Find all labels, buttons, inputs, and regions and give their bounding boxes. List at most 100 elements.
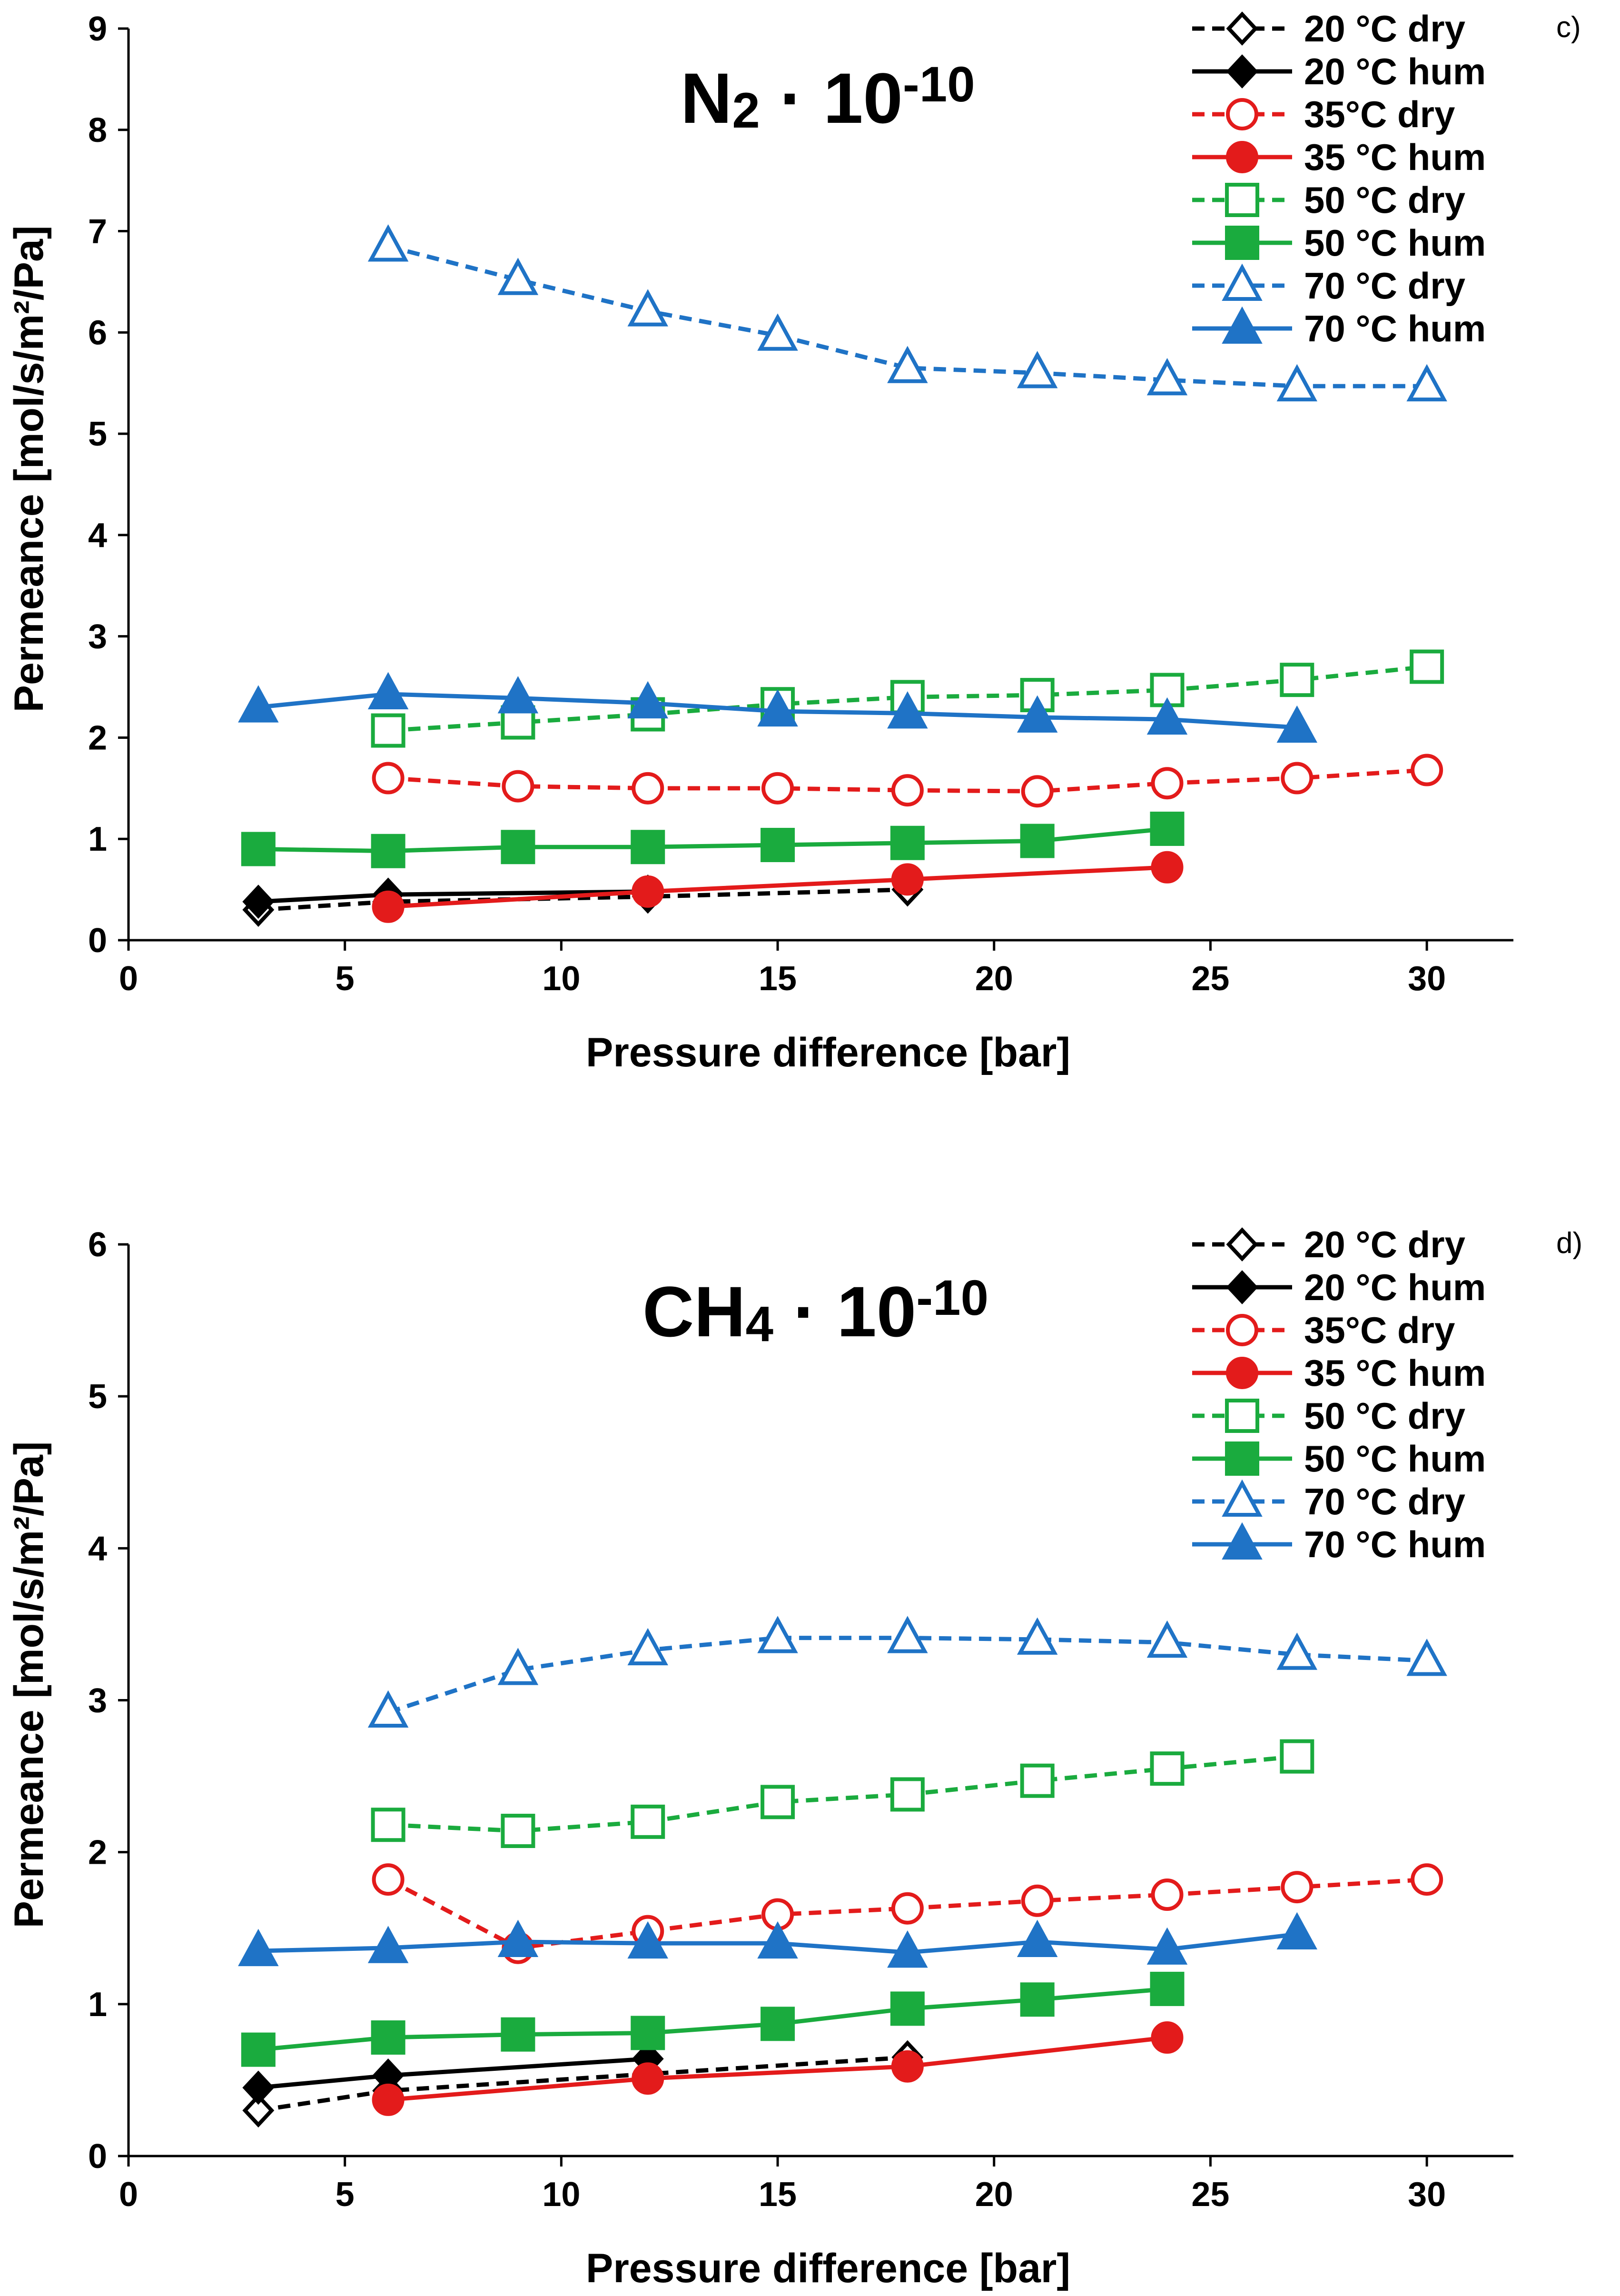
legend-item: 50 °C hum [1192,222,1486,264]
data-point [627,681,668,719]
data-point [1146,1927,1188,1965]
legend-item: 70 °C hum [1192,306,1486,349]
data-point [238,1928,279,1967]
data-point [367,1690,409,1728]
data-point [887,1930,928,1968]
legend-label: 20 °C hum [1304,50,1486,92]
data-point [502,770,534,803]
data-point [1276,364,1318,402]
legend-item: 20 °C dry [1192,8,1465,50]
data-point [1146,358,1188,396]
y-tick-label: 7 [88,213,107,251]
data-point [1017,351,1058,388]
data-point [1021,775,1054,808]
data-point [1276,705,1318,743]
series-50-c-dry [371,1739,1314,1848]
x-tick-label: 5 [336,960,355,998]
legend-label: 70 °C hum [1304,1523,1486,1565]
y-tick-label: 6 [88,314,107,352]
chart-title: CH4 · 10-10 [642,1270,988,1352]
legend-label: 35 °C hum [1304,136,1486,178]
data-point [757,1921,798,1959]
data-point [367,224,409,262]
panel-label: d) [1556,1227,1582,1260]
legend-item: 35 °C hum [1192,1352,1486,1394]
data-point [757,689,798,727]
legend-swatch-marker [1225,226,1259,260]
data-point [627,1628,668,1666]
data-point [372,890,405,923]
data-point [238,685,279,723]
data-point [890,1777,925,1812]
data-point [761,2007,795,2041]
data-point [1017,1919,1058,1957]
data-point [497,1919,539,1957]
series-line [388,768,1427,794]
legend-label: 35°C dry [1304,1309,1455,1351]
data-point [631,2016,665,2050]
data-point [242,2093,275,2128]
x-tick-label: 25 [1191,2176,1229,2214]
data-point [627,289,668,327]
legend-label: 20 °C dry [1304,1223,1465,1265]
series-50-c-hum [241,1971,1185,2067]
legend-item: 20 °C hum [1192,1266,1486,1308]
legend-swatch-marker [1225,1441,1259,1476]
data-point [242,2070,275,2105]
x-tick-label: 15 [759,960,797,998]
data-point [371,2020,405,2055]
series-70-c-dry [367,224,1447,402]
data-point [1020,1763,1055,1798]
data-point [631,830,665,865]
legend-swatch-marker [1222,263,1263,301]
data-point [1150,1971,1185,2006]
data-point [372,1863,405,1896]
y-tick-label: 2 [88,1834,107,1872]
x-tick-label: 20 [975,960,1013,998]
data-point [1280,663,1314,697]
data-point [371,713,405,748]
data-point [632,875,664,908]
chart-panel-d: d) CH4 · 10-10 Pressure difference [bar]… [0,1147,1620,2294]
data-point [1406,1639,1447,1676]
legend-swatch-marker [1226,1314,1258,1346]
chart-c: c) N2 · 10-10 Pressure difference [bar] … [6,8,1581,1075]
x-tick-label: 0 [119,960,138,998]
data-point [1151,851,1184,884]
data-point [1281,1871,1314,1904]
x-tick-label: 15 [759,2176,797,2214]
data-point [1021,1884,1054,1917]
y-tick-label: 4 [88,517,107,555]
legend-swatch-marker [1222,1479,1263,1517]
y-tick-label: 3 [88,1682,107,1720]
data-point [241,2032,276,2067]
legend-item: 35 °C hum [1192,136,1486,178]
data-point [371,1808,405,1842]
legend-item: 20 °C hum [1192,50,1486,92]
data-point [632,2062,664,2095]
data-point [757,1616,798,1653]
y-tick-label: 0 [88,2137,107,2176]
data-point [891,1892,924,1925]
data-point [1020,1982,1055,2017]
series-line [388,2035,1167,2102]
x-tick-label: 10 [542,960,580,998]
y-axis-title: Permeance [mol/s/m²/Pa] [6,1441,52,1928]
plot-area: 0 1 2 3 4 5 6 7 8 9 0 5 10 15 20 25 30 [88,10,1513,998]
series-70-c-hum [238,1912,1318,1968]
x-tick-label: 25 [1191,960,1229,998]
y-tick-label: 0 [88,922,107,960]
x-tick-label: 30 [1408,2176,1446,2214]
data-point [372,2083,405,2116]
legend-swatch-marker [1226,1357,1258,1389]
data-point [1151,2021,1184,2054]
data-point [367,672,409,709]
y-tick-label: 3 [88,618,107,656]
legend-label: 70 °C dry [1304,1481,1465,1522]
data-point [1146,697,1188,735]
data-point [501,2017,535,2052]
legend-item: 35°C dry [1192,1309,1455,1351]
data-point [241,832,276,866]
data-point [1020,824,1055,858]
legend-item: 20 °C dry [1192,1223,1465,1265]
